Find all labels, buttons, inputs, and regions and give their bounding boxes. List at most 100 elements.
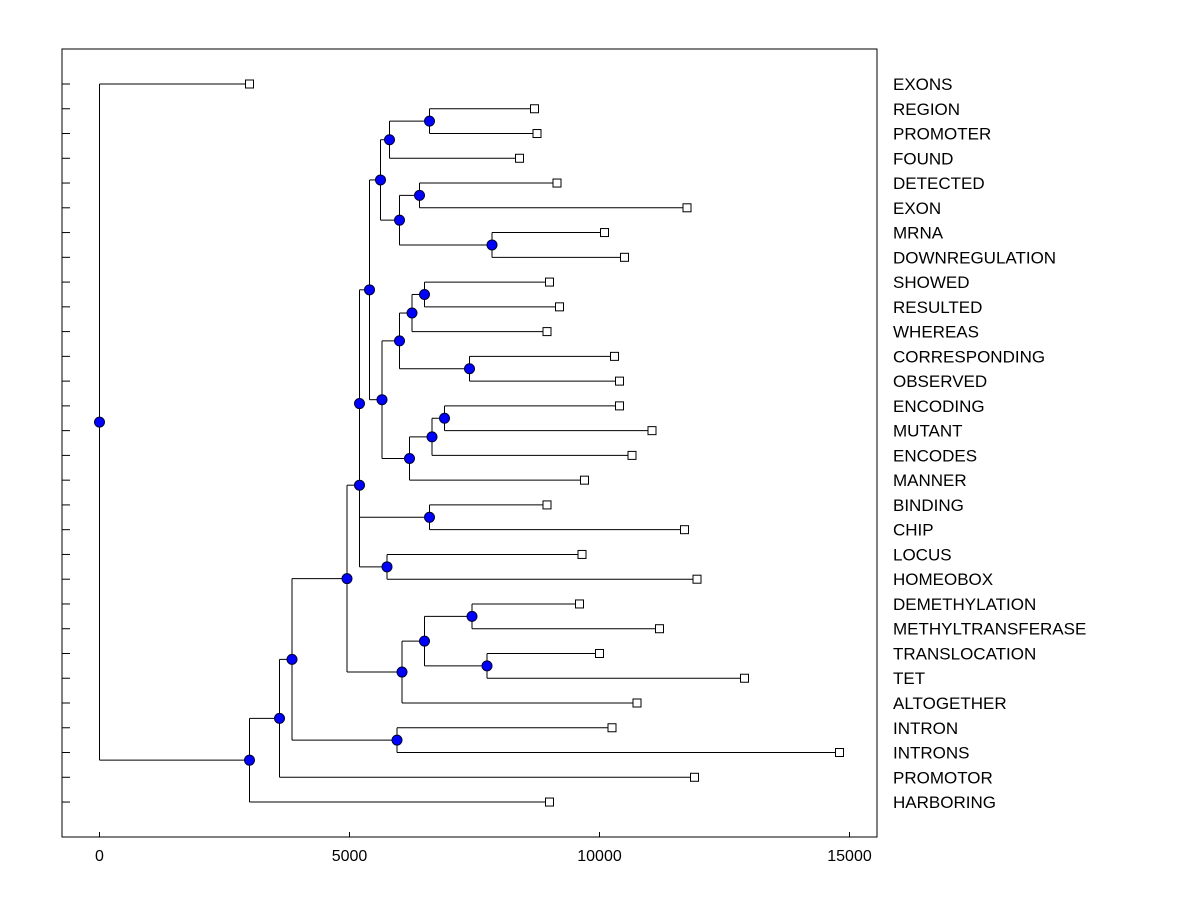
merge-node — [244, 754, 255, 766]
leaf-label: MRNA — [893, 224, 944, 243]
leaf-label: SHOWED — [893, 273, 970, 292]
merge-node — [424, 511, 435, 523]
merge-node — [419, 635, 430, 647]
leaf-label: INTRONS — [893, 744, 970, 763]
leaf-marker — [655, 624, 664, 634]
leaf-marker — [690, 772, 699, 782]
merge-node — [391, 734, 403, 746]
merge-node — [419, 288, 430, 300]
merge-node — [466, 610, 478, 622]
leaf-marker — [620, 252, 629, 262]
leaf-label: HARBORING — [893, 793, 996, 812]
merge-node — [341, 573, 353, 585]
leaf-label: CORRESPONDING — [893, 347, 1045, 366]
leaf-marker — [692, 574, 702, 584]
merge-node — [394, 335, 405, 347]
merge-node — [94, 416, 105, 428]
plot-frame — [61, 48, 878, 838]
merge-node — [354, 398, 365, 410]
leaf-marker — [632, 698, 642, 708]
leaf-label: RESULTED — [893, 298, 982, 317]
leaf-label: PROMOTOR — [893, 768, 993, 787]
leaf-marker — [545, 797, 554, 807]
leaf-marker — [682, 203, 692, 213]
merge-node-markers — [94, 115, 498, 766]
x-tick-label: 10000 — [577, 848, 622, 865]
leaf-label: WHEREAS — [893, 323, 979, 342]
leaf-label: METHYLTRANSFERASE — [893, 620, 1086, 639]
merge-node — [486, 239, 498, 251]
dendrogram-links — [99, 83, 840, 803]
merge-node — [354, 479, 365, 491]
leaf-marker — [615, 376, 624, 386]
merge-node — [481, 660, 493, 672]
leaf-label: BINDING — [893, 496, 964, 515]
leaf-marker — [835, 748, 844, 758]
leaf-marker — [647, 426, 657, 436]
leaf-marker — [575, 599, 584, 609]
leaf-marker — [610, 351, 619, 361]
merge-node — [424, 115, 435, 127]
leaf-label: FOUND — [893, 149, 953, 168]
x-tick-label: 5000 — [332, 848, 368, 865]
leaf-label: ENCODES — [893, 446, 977, 465]
merge-node — [404, 452, 415, 464]
leaf-label: DOWNREGULATION — [893, 248, 1056, 267]
merge-node — [426, 431, 438, 443]
leaf-label: ENCODING — [893, 397, 985, 416]
merge-node — [384, 134, 395, 146]
leaf-marker — [595, 648, 604, 658]
merge-node — [376, 394, 388, 406]
leaf-marker — [555, 302, 564, 312]
leaf-label: TRANSLOCATION — [893, 644, 1036, 663]
leaf-label: DEMETHYLATION — [893, 595, 1036, 614]
merge-node — [406, 307, 418, 319]
leaf-marker — [607, 723, 617, 733]
leaf-marker — [542, 500, 552, 510]
leaf-marker — [600, 228, 609, 238]
leaf-marker — [577, 549, 587, 559]
y-tick-marks — [62, 83, 70, 803]
leaf-marker — [515, 153, 524, 163]
leaf-label: TET — [893, 669, 925, 688]
merge-node — [274, 712, 285, 724]
merge-node — [414, 189, 425, 201]
leaf-label: REGION — [893, 100, 960, 119]
leaf-label: EXON — [893, 199, 941, 218]
merge-node — [375, 174, 386, 186]
leaf-marker — [680, 525, 689, 535]
leaf-marker — [542, 327, 552, 337]
leaf-marker — [740, 673, 749, 683]
merge-node — [396, 666, 408, 678]
leaf-marker — [530, 104, 539, 114]
leaf-marker — [580, 475, 589, 485]
leaf-marker — [245, 79, 254, 89]
leaf-label: CHIP — [893, 521, 934, 540]
leaf-marker — [615, 401, 624, 411]
leaf-label: LOCUS — [893, 545, 952, 564]
leaf-labels: EXONS REGION PROMOTER FOUND DETECTED EXON MRNA… — [893, 75, 1086, 812]
leaf-label: HOMEOBOX — [893, 570, 993, 589]
merge-node — [286, 653, 298, 665]
leaf-marker — [552, 178, 562, 188]
x-axis: 0 5000 10000 15000 — [95, 832, 872, 865]
x-tick-label: 15000 — [827, 848, 872, 865]
leaf-label: MANNER — [893, 471, 967, 490]
merge-node — [381, 561, 393, 573]
merge-node — [394, 214, 405, 226]
merge-node — [364, 284, 375, 296]
leaf-marker — [627, 450, 637, 460]
leaf-marker — [545, 277, 554, 287]
leaf-label: INTRON — [893, 719, 958, 738]
x-tick-label: 0 — [95, 848, 104, 865]
leaf-label: PROMOTER — [893, 125, 991, 144]
leaf-label: OBSERVED — [893, 372, 987, 391]
leaf-label: EXONS — [893, 75, 953, 94]
leaf-label: ALTOGETHER — [893, 694, 1007, 713]
merge-node — [439, 412, 450, 424]
merge-node — [464, 363, 475, 375]
leaf-markers — [245, 79, 844, 807]
leaf-marker — [532, 129, 542, 139]
leaf-label: DETECTED — [893, 174, 985, 193]
